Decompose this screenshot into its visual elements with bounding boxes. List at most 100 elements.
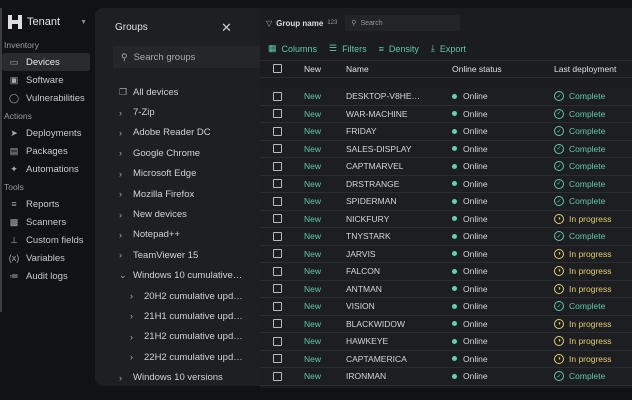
- sidebar-item-scanners[interactable]: ▩ Scanners: [9, 216, 67, 228]
- row-checkbox[interactable]: [273, 336, 282, 346]
- row-checkbox[interactable]: [273, 301, 282, 311]
- device-name[interactable]: CAPTAMERICA: [346, 353, 407, 364]
- group-item[interactable]: › Adobe Reader DC: [119, 127, 211, 139]
- row-checkbox[interactable]: [273, 196, 282, 206]
- column-new[interactable]: New: [304, 63, 322, 74]
- chevron-right-icon[interactable]: ›: [130, 331, 133, 342]
- row-checkbox[interactable]: [273, 354, 282, 364]
- device-name[interactable]: BLACKWIDOW: [346, 318, 406, 329]
- row-checkbox[interactable]: [273, 144, 282, 154]
- chevron-right-icon[interactable]: ›: [119, 209, 122, 220]
- chevron-right-icon[interactable]: ›: [119, 148, 122, 159]
- sidebar-item-software[interactable]: ▣ Software: [9, 74, 64, 86]
- filters-button[interactable]: ☰ Filters: [329, 43, 367, 54]
- device-name[interactable]: HAWKEYE: [346, 336, 389, 347]
- sidebar-item-reports[interactable]: ≡ Reports: [2, 195, 90, 213]
- group-by-label[interactable]: Group name: [276, 18, 324, 28]
- table-row[interactable]: New FALCON Online ◑ In progress: [260, 263, 632, 281]
- sidebar-item-audit-logs[interactable]: ≔ Audit logs: [9, 270, 68, 282]
- sidebar-item-vulnerabilities[interactable]: ◯ Vulnerabilities: [8, 92, 85, 104]
- table-row[interactable]: New HAWKEYE Online ◑ In progress: [260, 333, 632, 351]
- row-checkbox[interactable]: [273, 214, 282, 224]
- column-last-deployment[interactable]: Last deployment: [554, 63, 617, 74]
- chevron-right-icon[interactable]: ›: [119, 250, 122, 261]
- density-button[interactable]: ≡ Density: [378, 43, 419, 54]
- device-name[interactable]: FALCON: [346, 266, 381, 277]
- device-name[interactable]: FRIDAY: [346, 126, 377, 137]
- table-row[interactable]: New SPIDERMAN Online ✓ Complete: [260, 193, 632, 211]
- row-checkbox[interactable]: [273, 371, 282, 381]
- device-name[interactable]: WAR-MACHINE: [346, 108, 408, 119]
- close-icon[interactable]: ✕: [221, 20, 232, 35]
- sidebar-item-packages[interactable]: ▤ Packages: [9, 145, 68, 157]
- chevron-right-icon[interactable]: ›: [119, 372, 122, 383]
- export-button[interactable]: ⤓ Export: [430, 43, 466, 54]
- column-name[interactable]: Name: [346, 63, 369, 74]
- search-groups-input[interactable]: ⚲ Search groups: [113, 46, 260, 68]
- group-item[interactable]: › New devices: [119, 209, 187, 221]
- row-checkbox[interactable]: [273, 161, 282, 171]
- table-row[interactable]: New VISION Online ✓ Complete: [260, 298, 632, 316]
- group-item[interactable]: ⌄ Windows 10 cumulative…: [119, 270, 243, 282]
- device-name[interactable]: VISION: [346, 301, 375, 312]
- device-name[interactable]: SPIDERMAN: [346, 196, 397, 207]
- column-online-status[interactable]: Online status: [452, 63, 502, 74]
- chevron-right-icon[interactable]: ›: [119, 229, 122, 240]
- chevron-right-icon[interactable]: ›: [119, 189, 122, 200]
- device-name[interactable]: CAPTMARVEL: [346, 161, 404, 172]
- device-name[interactable]: DESKTOP-V8HE…: [346, 91, 421, 102]
- device-name[interactable]: NICKFURY: [346, 213, 390, 224]
- chevron-right-icon[interactable]: ›: [119, 107, 122, 118]
- row-checkbox[interactable]: [273, 179, 282, 189]
- group-item[interactable]: › Notepad++: [119, 229, 181, 241]
- row-checkbox[interactable]: [273, 266, 282, 276]
- table-row[interactable]: New FRIDAY Online ✓ Complete: [260, 123, 632, 141]
- chevron-right-icon[interactable]: ›: [130, 291, 133, 302]
- row-checkbox[interactable]: [273, 319, 282, 329]
- table-row[interactable]: New WAR-MACHINE Online ✓ Complete: [260, 105, 632, 123]
- table-row[interactable]: New NICKFURY Online ◑ In progress: [260, 210, 632, 228]
- group-item[interactable]: › Microsoft Edge: [119, 168, 197, 180]
- device-name[interactable]: SALES-DISPLAY: [346, 143, 412, 154]
- sidebar-item-custom-fields[interactable]: ⊥ Custom fields: [2, 231, 90, 249]
- table-search-input[interactable]: ⚲ Search: [345, 15, 461, 31]
- group-item[interactable]: › Mozilla Firefox: [119, 188, 195, 200]
- sidebar-item-deployments[interactable]: ➤ Deployments: [2, 124, 90, 142]
- select-all-checkbox[interactable]: [273, 64, 282, 74]
- columns-button[interactable]: ▦ Columns: [268, 43, 318, 54]
- table-row[interactable]: New SALES-DISPLAY Online ✓ Complete: [260, 140, 632, 158]
- device-name[interactable]: IRONMAN: [346, 371, 387, 382]
- row-checkbox[interactable]: [273, 249, 282, 259]
- device-name[interactable]: JARVIS: [346, 248, 376, 259]
- table-row[interactable]: New TNYSTARK Online ✓ Complete: [260, 228, 632, 246]
- device-name[interactable]: ANTMAN: [346, 283, 382, 294]
- row-checkbox[interactable]: [273, 284, 282, 294]
- table-row[interactable]: New DESKTOP-V8HE… Online ✓ Complete: [260, 88, 632, 106]
- sidebar-item-devices[interactable]: ▭ Devices: [2, 53, 90, 71]
- tenant-switcher[interactable]: Tenant ▼: [2, 8, 93, 36]
- chevron-down-icon[interactable]: ⌄: [119, 270, 127, 281]
- group-item[interactable]: › Windows 10 versions: [119, 372, 223, 384]
- chevron-right-icon[interactable]: ›: [130, 352, 133, 363]
- row-checkbox[interactable]: [273, 231, 282, 241]
- group-item[interactable]: › 20H2 cumulative upd…: [130, 290, 243, 302]
- table-row[interactable]: New CAPTMARVEL Online ✓ Complete: [260, 158, 632, 176]
- group-all-devices[interactable]: ❐ All devices: [119, 86, 179, 98]
- table-row[interactable]: New CAPTAMERICA Online ◑ In progress: [260, 350, 632, 368]
- group-item[interactable]: › Google Chrome: [119, 147, 201, 159]
- table-row[interactable]: New IRONMAN Online ✓ Complete: [260, 368, 632, 386]
- device-name[interactable]: DRSTRANGE: [346, 178, 400, 189]
- group-item[interactable]: › 21H1 cumulative upd…: [130, 310, 243, 322]
- row-checkbox[interactable]: [273, 91, 282, 101]
- table-row[interactable]: New ANTMAN Online ◑ In progress: [260, 280, 632, 298]
- chevron-right-icon[interactable]: ›: [130, 311, 133, 322]
- row-checkbox[interactable]: [273, 126, 282, 136]
- group-item[interactable]: › 21H2 cumulative upd…: [130, 331, 243, 343]
- chevron-right-icon[interactable]: ›: [119, 127, 122, 138]
- group-item[interactable]: › TeamViewer 15: [119, 249, 199, 261]
- table-row[interactable]: New DRSTRANGE Online ✓ Complete: [260, 175, 632, 193]
- sidebar-item-automations[interactable]: ✦ Automations: [2, 160, 90, 178]
- group-item[interactable]: › 22H2 cumulative upd…: [130, 351, 243, 363]
- table-row[interactable]: New BLACKWIDOW Online ◑ In progress: [260, 315, 632, 333]
- device-name[interactable]: TNYSTARK: [346, 231, 391, 242]
